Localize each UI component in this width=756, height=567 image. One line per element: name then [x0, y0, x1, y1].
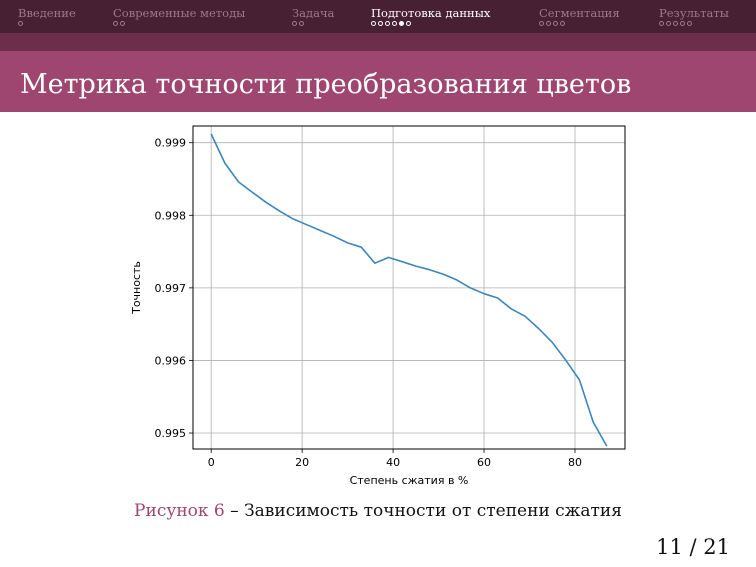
- page-number: 11 / 21: [656, 535, 730, 559]
- nav-dot[interactable]: [392, 21, 397, 26]
- nav-section-label: Задача: [292, 6, 335, 20]
- nav-section-dots: [292, 21, 334, 26]
- figure-caption: Рисунок 6 – Зависимость точности от степ…: [0, 501, 756, 521]
- nav-section-dots: [18, 21, 76, 26]
- nav-dot[interactable]: [299, 21, 304, 26]
- y-tick-label: 0.995: [155, 427, 187, 440]
- x-tick-label: 0: [208, 456, 215, 469]
- nav-dot[interactable]: [659, 21, 664, 26]
- nav-section-label: Подготовка данных: [371, 6, 491, 20]
- nav-dot[interactable]: [560, 21, 565, 26]
- nav-section-label: Введение: [18, 6, 76, 20]
- y-tick-label: 0.998: [155, 209, 187, 222]
- nav-dot[interactable]: [120, 21, 125, 26]
- caption-text: Зависимость точности от степени сжатия: [244, 501, 622, 521]
- nav-dot[interactable]: [292, 21, 297, 26]
- y-axis-label: Точность: [130, 261, 143, 315]
- caption-separator: –: [224, 501, 245, 521]
- nav-section-4[interactable]: Подготовка данных: [371, 6, 490, 26]
- nav-dot[interactable]: [385, 21, 390, 26]
- nav-dot[interactable]: [113, 21, 118, 26]
- nav-dot[interactable]: [680, 21, 685, 26]
- nav-dot[interactable]: [546, 21, 551, 26]
- y-tick-label: 0.999: [155, 137, 187, 150]
- x-tick-label: 80: [568, 456, 582, 469]
- nav-section-label: Результаты: [659, 6, 729, 20]
- navigation-bar: Введение Современные методы Задача Подготов…: [0, 0, 756, 33]
- series-line: [210, 133, 608, 447]
- caption-label: Рисунок 6: [134, 501, 225, 521]
- y-tick-label: 0.996: [155, 354, 187, 367]
- nav-section-label: Современные методы: [113, 6, 246, 20]
- nav-section-dots: [113, 21, 245, 26]
- nav-dot[interactable]: [399, 21, 404, 26]
- x-tick-label: 40: [386, 456, 400, 469]
- nav-section-dots: [371, 21, 490, 26]
- nav-dot[interactable]: [378, 21, 383, 26]
- nav-section-dots: [659, 21, 729, 26]
- nav-dot[interactable]: [18, 21, 23, 26]
- nav-section-dots: [539, 21, 620, 26]
- nav-dot[interactable]: [666, 21, 671, 26]
- title-bar: Метрика точности преобразования цветов: [0, 51, 756, 112]
- nav-dot[interactable]: [371, 21, 376, 26]
- nav-dot[interactable]: [687, 21, 692, 26]
- x-axis-label: Степень сжатия в %: [350, 474, 469, 487]
- x-tick-label: 60: [477, 456, 491, 469]
- nav-dot[interactable]: [673, 21, 678, 26]
- accuracy-chart: 0 20 40 60 80 0.995 0.996 0.997 0.998 0.999 Степен…: [130, 125, 626, 487]
- x-tick-label: 20: [295, 456, 309, 469]
- nav-section-2[interactable]: Современные методы: [113, 6, 245, 26]
- nav-section-5[interactable]: Сегментация: [539, 6, 620, 26]
- nav-section-6[interactable]: Результаты: [659, 6, 729, 26]
- nav-dot[interactable]: [539, 21, 544, 26]
- slide-title: Метрика точности преобразования цветов: [20, 69, 632, 100]
- nav-dot[interactable]: [553, 21, 558, 26]
- nav-section-1[interactable]: Введение: [18, 6, 76, 26]
- y-tick-label: 0.997: [155, 282, 187, 295]
- nav-dot[interactable]: [406, 21, 411, 26]
- nav-section-3[interactable]: Задача: [292, 6, 334, 26]
- nav-section-label: Сегментация: [539, 6, 620, 20]
- navigation-subbar: [0, 33, 756, 51]
